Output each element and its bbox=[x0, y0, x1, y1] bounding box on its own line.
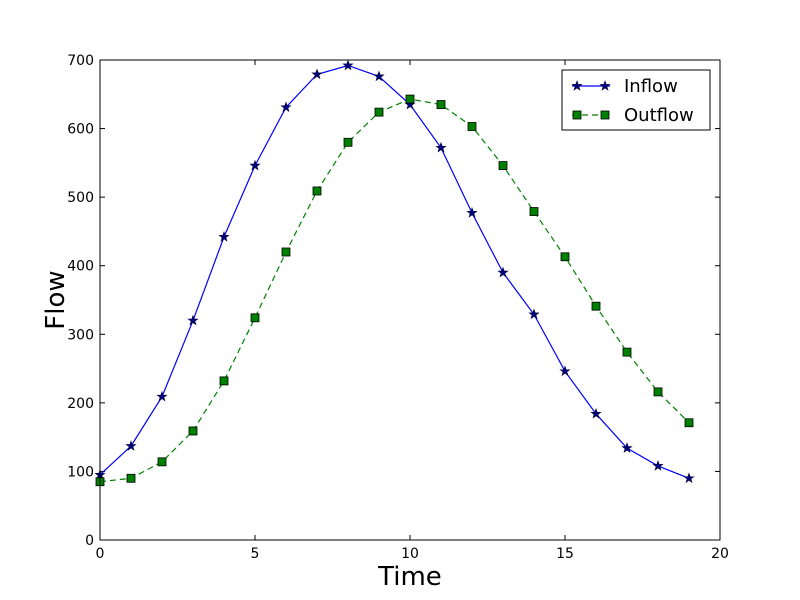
legend-label: Inflow bbox=[624, 76, 678, 97]
data-point bbox=[621, 442, 633, 453]
data-point bbox=[529, 207, 539, 216]
data-point bbox=[311, 68, 323, 80]
data-point bbox=[497, 266, 509, 278]
data-point bbox=[622, 347, 632, 357]
data-point bbox=[652, 460, 664, 471]
data-point bbox=[435, 141, 447, 153]
legend-label: Outflow bbox=[624, 105, 694, 126]
data-point bbox=[249, 159, 261, 171]
legend-marker bbox=[600, 110, 610, 120]
data-point bbox=[280, 101, 292, 113]
data-point bbox=[187, 314, 199, 326]
x-tick-label: 15 bbox=[556, 546, 574, 562]
x-tick-label: 20 bbox=[711, 546, 729, 562]
data-point bbox=[467, 122, 477, 131]
data-point bbox=[157, 457, 167, 467]
data-point bbox=[343, 137, 353, 147]
data-point bbox=[528, 308, 540, 320]
data-point bbox=[312, 186, 322, 196]
data-point bbox=[373, 70, 385, 82]
plot-frame bbox=[99, 59, 721, 541]
data-point bbox=[125, 440, 137, 451]
data-point bbox=[591, 301, 601, 311]
data-point bbox=[281, 247, 291, 257]
data-point bbox=[559, 365, 571, 377]
x-tick-label: 5 bbox=[251, 546, 260, 562]
data-point bbox=[405, 94, 415, 104]
series-line-outflow bbox=[99, 98, 690, 483]
data-point bbox=[436, 100, 446, 109]
data-point bbox=[218, 230, 230, 242]
data-point bbox=[374, 107, 384, 117]
y-tick-label: 600 bbox=[67, 122, 94, 138]
legend-marker bbox=[599, 80, 611, 91]
y-tick-label: 300 bbox=[67, 327, 94, 343]
y-tick-label: 0 bbox=[85, 533, 94, 549]
y-tick-label: 700 bbox=[67, 53, 94, 69]
data-point bbox=[684, 418, 694, 428]
data-point bbox=[653, 387, 663, 397]
data-point bbox=[466, 206, 478, 218]
legend: Inflow Outflow bbox=[561, 69, 711, 131]
y-tick-label: 200 bbox=[67, 396, 94, 412]
legend-box bbox=[561, 69, 711, 131]
data-point bbox=[683, 472, 695, 484]
data-point bbox=[342, 59, 354, 71]
data-point bbox=[188, 426, 198, 436]
series-outflow bbox=[95, 94, 694, 487]
data-point bbox=[156, 390, 168, 402]
y-axis-title: Flow bbox=[41, 270, 71, 329]
data-point bbox=[219, 376, 229, 386]
data-point bbox=[560, 252, 570, 262]
y-tick-label: 100 bbox=[67, 464, 94, 480]
y-tick-label: 400 bbox=[67, 259, 94, 275]
x-axis-title: Time bbox=[377, 562, 442, 592]
data-point bbox=[498, 161, 508, 171]
data-point bbox=[250, 313, 260, 323]
series-line-inflow bbox=[99, 64, 690, 479]
y-tick-label: 500 bbox=[67, 190, 94, 206]
data-point bbox=[590, 407, 602, 419]
legend-marker bbox=[572, 110, 582, 120]
legend-marker bbox=[571, 80, 583, 91]
x-tick-label: 10 bbox=[401, 546, 419, 562]
x-tick-label: 0 bbox=[96, 546, 105, 562]
data-point bbox=[126, 473, 136, 483]
